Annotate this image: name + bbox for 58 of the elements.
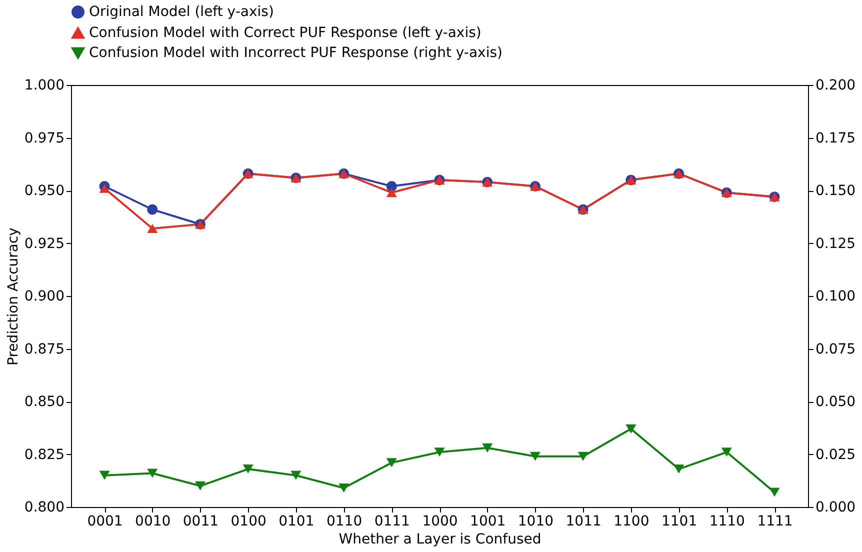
x-tick-label: 1010 <box>518 514 554 530</box>
point <box>338 483 350 493</box>
x-tick-label: 0101 <box>278 514 314 530</box>
y-tick-label: 0.975 <box>24 130 64 146</box>
y-tick-label: 0.800 <box>24 500 64 516</box>
y-tick-label: 0.900 <box>24 288 64 304</box>
y2-tick-label: 0.075 <box>816 341 856 358</box>
x-tick-label: 0110 <box>326 514 362 530</box>
y2-tick-label: 0.175 <box>816 130 856 146</box>
x-tick-label: 0011 <box>182 514 219 530</box>
x-tick-label: 1110 <box>709 514 745 530</box>
point <box>147 224 158 234</box>
legend-label: Confusion Model with Incorrect PUF Response (right y-axis) <box>89 45 502 61</box>
x-tick-label: 1100 <box>614 514 650 530</box>
point <box>147 468 158 478</box>
point <box>242 464 254 474</box>
point <box>530 452 540 461</box>
point <box>290 470 302 480</box>
y2-tick-label: 0.100 <box>816 288 856 304</box>
y-tick-label: 0.825 <box>24 446 64 463</box>
x-tick-label: 0100 <box>230 514 266 530</box>
y2-tick-label: 0.200 <box>816 78 856 94</box>
x-tick-label: 1111 <box>757 514 793 530</box>
y2-tick-label: 0.000 <box>816 500 856 516</box>
point <box>482 443 493 452</box>
y-axis-title: Prediction Accuracy <box>5 228 22 366</box>
point <box>99 184 110 193</box>
x-tick-label: 1101 <box>661 514 698 530</box>
y-tick-label: 0.875 <box>24 341 64 358</box>
x-axis-title: Whether a Layer is Confused <box>338 532 542 548</box>
x-tick-label: 0010 <box>135 514 171 530</box>
legend-label: Original Model (left y-axis) <box>89 4 274 20</box>
legend-label: Confusion Model with Correct PUF Response (left y-axis) <box>89 25 482 41</box>
x-tick-label: 0111 <box>374 514 410 530</box>
y2-tick-label: 0.050 <box>816 394 856 410</box>
point <box>578 452 588 461</box>
point <box>769 488 780 497</box>
point <box>194 481 206 490</box>
point <box>674 464 684 474</box>
y-tick-label: 0.925 <box>24 236 64 252</box>
point <box>434 448 445 457</box>
point <box>147 204 158 215</box>
point <box>386 458 397 468</box>
point <box>721 448 732 457</box>
y-tick-label: 0.850 <box>24 394 64 410</box>
y-tick-label: 1.000 <box>24 78 64 94</box>
x-tick-label: 1001 <box>470 514 506 530</box>
y-tick-label: 0.950 <box>24 183 64 199</box>
x-tick-label: 1011 <box>566 514 602 530</box>
point <box>99 470 110 480</box>
y2-tick-label: 0.025 <box>816 446 856 463</box>
point <box>386 188 397 198</box>
y2-tick-label: 0.125 <box>816 236 856 252</box>
y2-tick-label: 0.150 <box>816 183 856 199</box>
point <box>626 424 636 434</box>
x-tick-label: 0001 <box>87 514 123 530</box>
point <box>386 181 397 192</box>
x-tick-label: 1000 <box>422 514 458 530</box>
